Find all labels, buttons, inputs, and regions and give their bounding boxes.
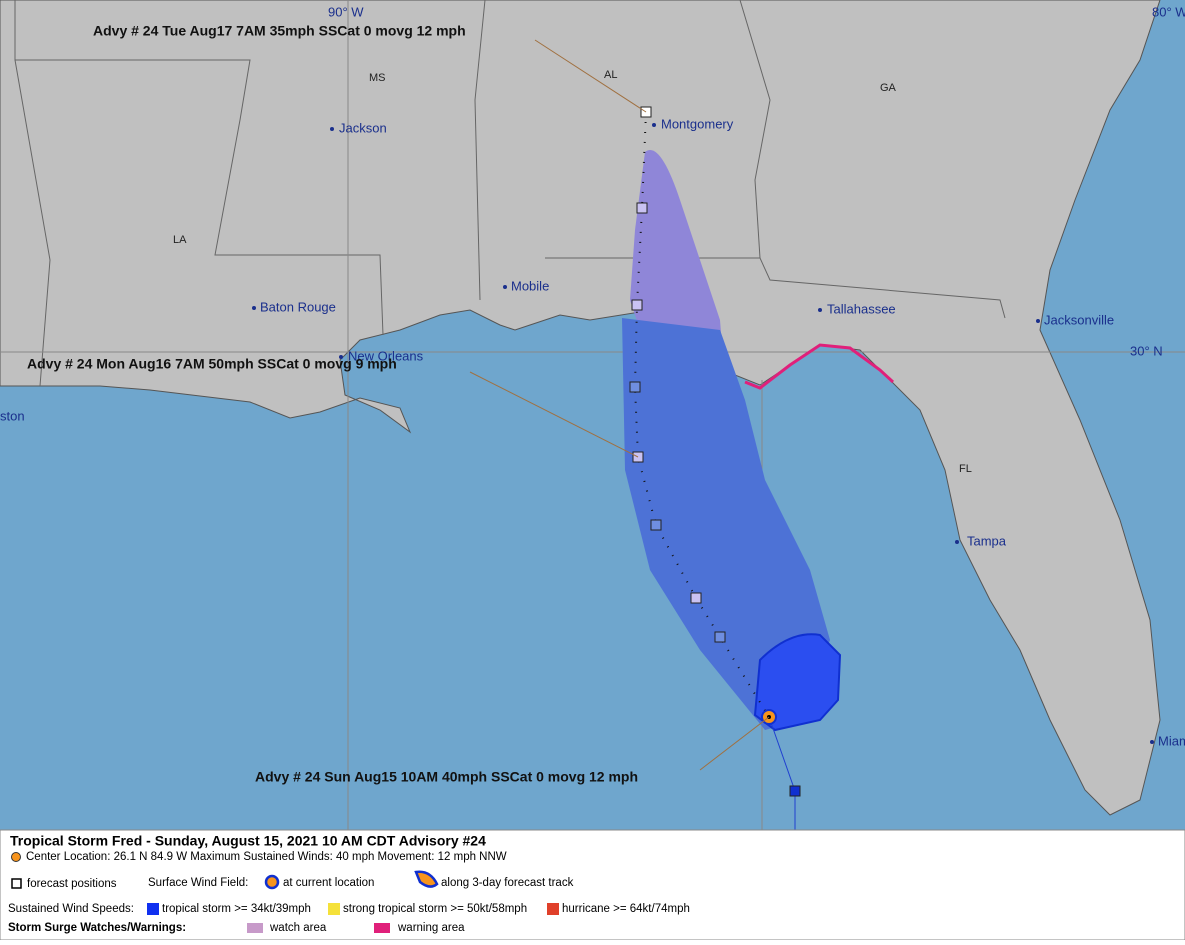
legend-ts-swatch — [147, 903, 159, 915]
legend-hu: hurricane >= 64kt/74mph — [562, 903, 690, 915]
legend-warning-swatch — [374, 923, 390, 933]
legend-warning: warning area — [397, 922, 465, 934]
advisory-callout: Advy # 24 Mon Aug16 7AM 50mph SSCat 0 mo… — [27, 356, 397, 372]
legend-center-icon — [11, 852, 21, 862]
city-label: Tallahassee — [827, 301, 896, 316]
legend-forecast-icon — [11, 878, 22, 889]
city-label: Montgomery — [661, 116, 734, 131]
lon-label: 80° W — [1152, 4, 1185, 19]
legend-center: Center Location: 26.1 N 84.9 W Maximum S… — [26, 851, 507, 863]
city-label: Jackson — [339, 120, 387, 135]
state-label: AL — [604, 69, 617, 81]
legend-title: Tropical Storm Fred - Sunday, August 15,… — [10, 833, 486, 849]
legend — [0, 829, 1185, 941]
city-label: ston — [0, 408, 25, 423]
legend-wind-speeds: Sustained Wind Speeds: — [8, 903, 134, 915]
cone — [622, 318, 830, 730]
advisory-callout: Advy # 24 Sun Aug15 10AM 40mph SSCat 0 m… — [255, 769, 638, 785]
legend-watch: watch area — [269, 922, 327, 934]
legend-track-icon — [414, 870, 439, 888]
warning-coast — [744, 343, 895, 390]
wind-field — [753, 633, 842, 732]
legend-surface-wind: Surface Wind Field: — [148, 877, 248, 889]
city-label: Mobile — [511, 278, 549, 293]
legend-ts: tropical storm >= 34kt/39mph — [162, 903, 311, 915]
callout-lines — [469, 39, 770, 771]
legend-sts: strong tropical storm >= 50kt/58mph — [343, 903, 527, 915]
legend-sts-swatch — [328, 903, 340, 915]
legend-hu-swatch — [547, 903, 559, 915]
legend-current-icon — [264, 874, 280, 890]
state-label: LA — [173, 234, 187, 246]
legend-surge: Storm Surge Watches/Warnings: — [8, 922, 186, 934]
cone-day3 — [630, 150, 722, 345]
legend-forecast-track: along 3-day forecast track — [441, 877, 574, 889]
city-dots — [252, 123, 1154, 744]
city-label: Baton Rouge — [260, 299, 336, 314]
state-label: MS — [369, 72, 386, 84]
advisory-callout: Advy # 24 Tue Aug17 7AM 35mph SSCat 0 mo… — [93, 23, 466, 39]
legend-current-location: at current location — [283, 877, 374, 889]
lat-label: 30° N — [1130, 343, 1163, 358]
city-label: Tampa — [967, 533, 1007, 548]
city-label: New Orleans — [348, 348, 424, 363]
lon-label: 90° W — [328, 4, 364, 19]
city-label: Jacksonville — [1044, 312, 1114, 327]
state-label: FL — [959, 463, 972, 475]
legend-forecast-positions: forecast positions — [27, 878, 117, 890]
state-label: GA — [880, 82, 897, 94]
legend-watch-swatch — [247, 923, 263, 933]
city-label: Miam — [1158, 733, 1185, 748]
